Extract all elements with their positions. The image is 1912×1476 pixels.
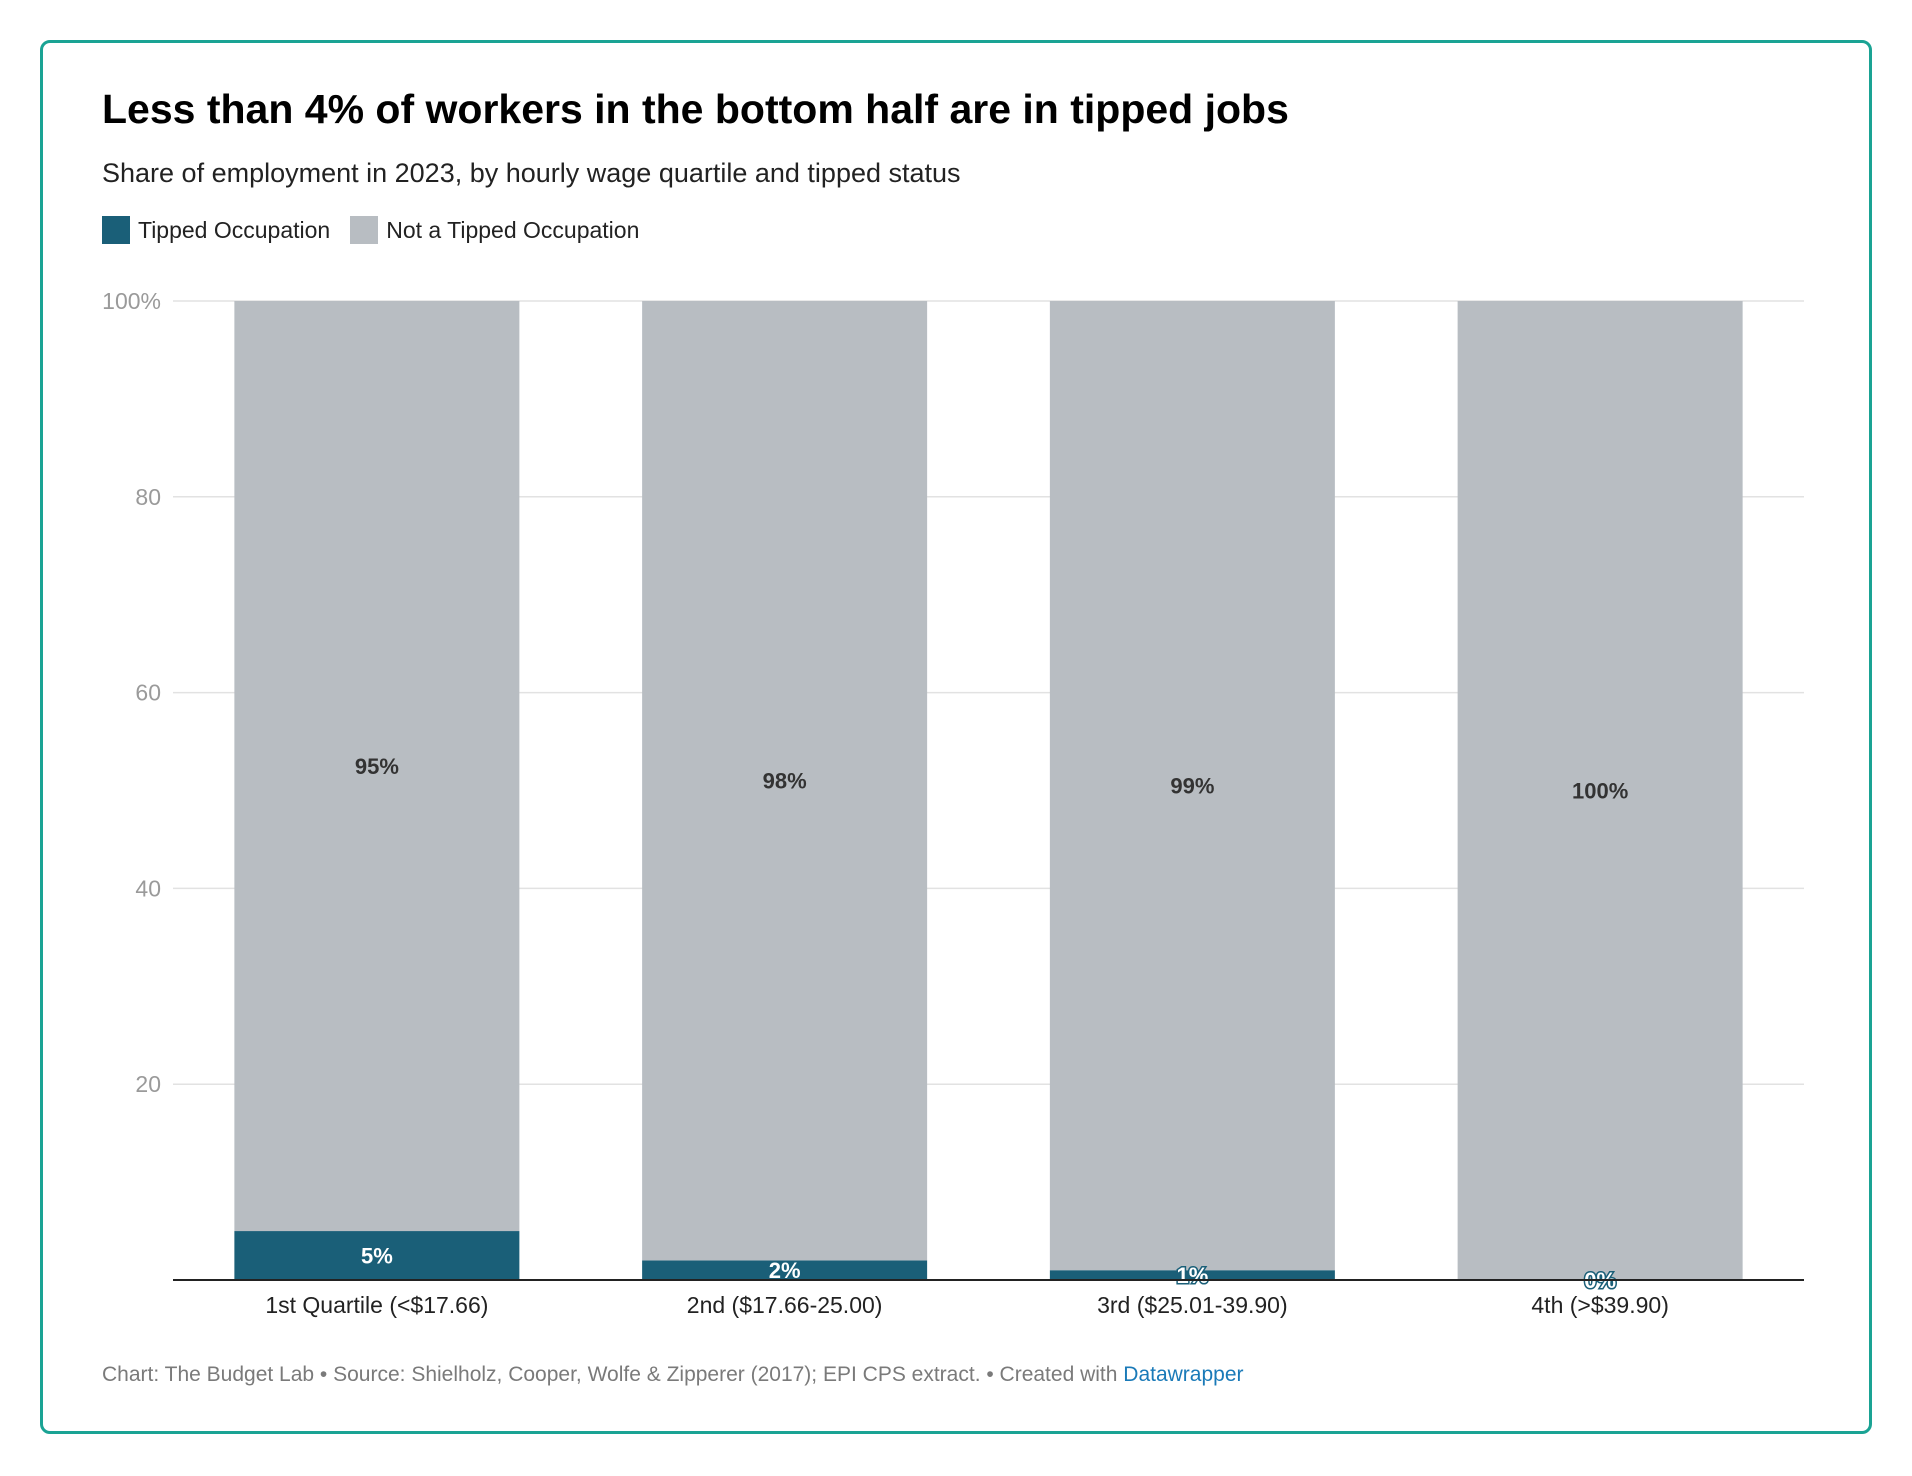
chart-title: Less than 4% of workers in the bottom ha… [102, 86, 1289, 132]
legend-item-tipped: Tipped Occupation [102, 216, 330, 244]
y-tick-label: 80 [135, 484, 161, 510]
chart-footer: Chart: The Budget Lab • Source: Shielhol… [102, 1363, 1244, 1387]
data-label-not-tipped: 100% [1572, 779, 1628, 804]
y-tick-label: 100% [102, 288, 161, 314]
data-label-not-tipped: 99% [1170, 774, 1214, 799]
bar-not-tipped [1457, 301, 1743, 1280]
x-tick-label: 3rd ($25.01-39.90) [1097, 1292, 1288, 1318]
bar-not-tipped [1049, 301, 1335, 1271]
datawrapper-link[interactable]: Datawrapper [1123, 1363, 1244, 1386]
footer-source-text: Chart: The Budget Lab • Source: Shielhol… [102, 1363, 1124, 1386]
legend-item-not-tipped: Not a Tipped Occupation [350, 216, 639, 244]
chart-frame [40, 40, 1872, 1434]
legend-label-tipped: Tipped Occupation [138, 216, 331, 243]
data-label-tipped: 5% [361, 1244, 393, 1269]
stacked-bar-chart: 20 40 60 80 100% 5% 95% 1st Quartile (<$17.66) 2… [102, 288, 1804, 1318]
bar-tipped [1049, 1270, 1335, 1280]
x-tick-label: 1st Quartile (<$17.66) [265, 1292, 488, 1318]
legend-swatch-tipped [102, 216, 130, 244]
legend: Tipped Occupation Not a Tipped Occupatio… [102, 216, 659, 244]
legend-swatch-not-tipped [350, 216, 379, 244]
legend-label-not-tipped: Not a Tipped Occupation [386, 216, 640, 243]
y-tick-label: 40 [135, 875, 161, 901]
bar-not-tipped [642, 301, 928, 1261]
bar-not-tipped [234, 301, 520, 1232]
data-label-not-tipped: 95% [355, 754, 399, 779]
y-tick-label: 20 [135, 1071, 161, 1097]
y-tick-label: 60 [135, 680, 161, 706]
x-tick-label: 2nd ($17.66-25.00) [687, 1292, 883, 1318]
bar-tipped [234, 1231, 520, 1280]
data-label-tipped: 1% [1176, 1263, 1208, 1288]
x-tick-label: 4th (>$39.90) [1531, 1292, 1668, 1318]
bar-tipped [642, 1260, 928, 1280]
chart-subtitle: Share of employment in 2023, by hourly w… [102, 158, 961, 188]
data-label-not-tipped: 98% [763, 769, 807, 794]
